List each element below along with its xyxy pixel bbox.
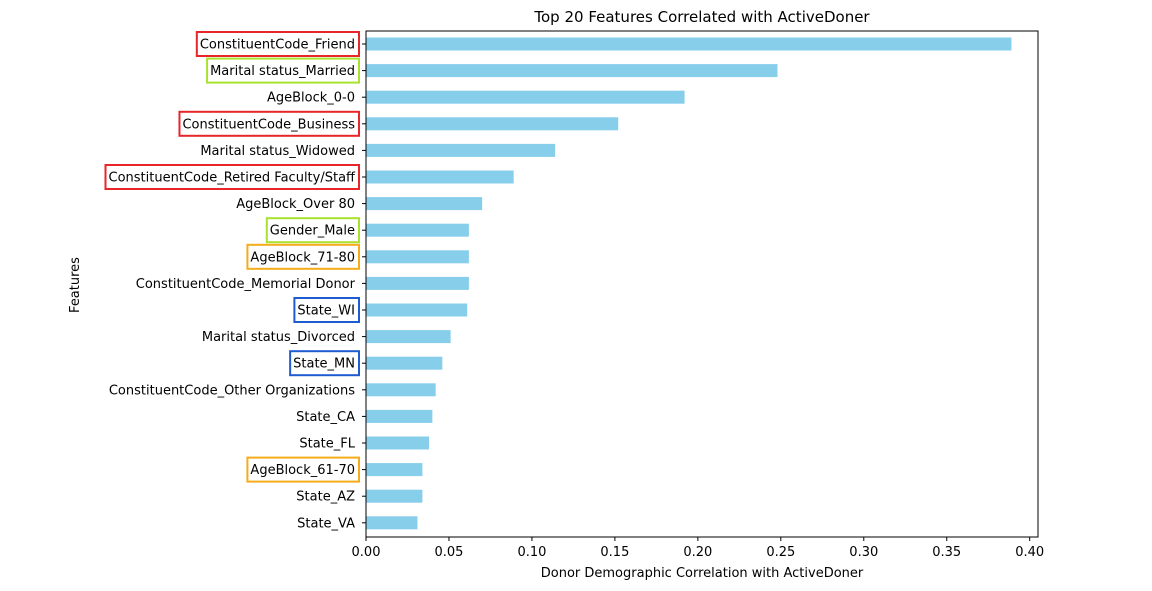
y-tick-label: State_FL [299, 437, 355, 452]
y-tick-label: ConstituentCode_Other Organizations [109, 383, 355, 398]
y-tick-label: ConstituentCode_Retired Faculty/Staff [109, 171, 357, 186]
y-tick-label: State_VA [297, 516, 355, 531]
x-tick-label: 0.00 [352, 545, 381, 560]
y-tick-label: Gender_Male [270, 224, 355, 239]
y-tick-label: AgeBlock_71-80 [250, 250, 355, 265]
y-tick-label: Marital status_Widowed [200, 144, 355, 159]
y-tick-labels: ConstituentCode_Friend Marital status_Mar… [109, 38, 366, 531]
bar [366, 117, 619, 131]
x-tick-label: 0.20 [683, 545, 712, 560]
bar [366, 250, 469, 264]
bar [366, 436, 430, 450]
bar [366, 463, 423, 477]
y-tick-label: State_MN [293, 357, 355, 372]
highlight-box [195, 31, 360, 57]
bar [366, 37, 1012, 51]
plot-frame [365, 30, 1039, 538]
x-axis-label: Donor Demographic Correlation with Activ… [541, 566, 864, 581]
chart-title: Top 20 Features Correlated with ActiveDo… [533, 8, 870, 26]
highlight-box [178, 110, 360, 137]
highlight-box [246, 456, 360, 483]
bar [366, 276, 469, 290]
x-ticks: 0.00 0.05 0.10 0.15 0.20 0.25 0.30 0.35 0.40 [352, 537, 1044, 560]
bar [366, 143, 556, 157]
bar [366, 409, 433, 423]
x-tick-label: 0.35 [932, 545, 961, 560]
y-tick-label: AgeBlock_61-70 [250, 463, 355, 478]
bar [366, 383, 436, 397]
y-tick-label: Marital status_Divorced [202, 330, 355, 345]
x-tick-label: 0.10 [517, 545, 546, 560]
y-tick-label: State_WI [297, 304, 355, 319]
highlight-box [206, 57, 360, 84]
highlight-boxes [104, 31, 360, 483]
y-tick-label: Marital status_Married [210, 64, 355, 79]
bar [366, 223, 469, 237]
bar [366, 516, 418, 530]
bar [366, 330, 451, 344]
y-axis-label: Features [68, 257, 83, 313]
bar [366, 64, 778, 78]
highlight-box [289, 350, 360, 377]
bars-group [366, 37, 1012, 530]
bar [366, 170, 514, 184]
highlight-box [104, 164, 360, 190]
x-tick-label: 0.25 [766, 545, 795, 560]
highlight-box [293, 297, 360, 323]
y-tick-label: State_CA [296, 410, 355, 425]
highlight-box [265, 217, 360, 244]
y-tick-label: ConstituentCode_Friend [200, 38, 355, 53]
bar [366, 90, 685, 104]
x-tick-label: 0.15 [600, 545, 629, 560]
y-tick-label: AgeBlock_Over 80 [236, 197, 355, 212]
bar [366, 197, 483, 211]
highlight-box [246, 243, 360, 270]
y-tick-label: ConstituentCode_Memorial Donor [136, 277, 356, 292]
bar [366, 356, 443, 370]
x-tick-label: 0.40 [1015, 545, 1044, 560]
bar [366, 489, 423, 503]
y-tick-label: AgeBlock_0-0 [267, 91, 355, 106]
y-tick-label: State_AZ [296, 490, 355, 505]
bar [366, 303, 468, 317]
y-tick-label: ConstituentCode_Business [182, 117, 355, 132]
x-tick-label: 0.05 [434, 545, 463, 560]
x-tick-label: 0.30 [849, 545, 878, 560]
